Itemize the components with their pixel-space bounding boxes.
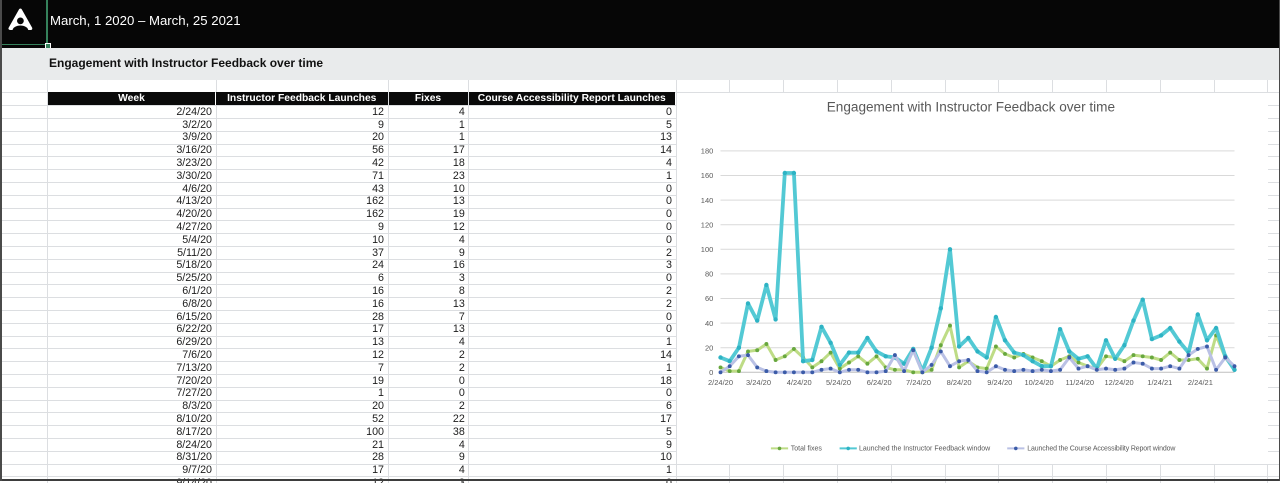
svg-text:20: 20 xyxy=(704,343,712,352)
svg-text:180: 180 xyxy=(700,147,713,156)
svg-text:Engagement with Instructor Fee: Engagement with Instructor Feedback over… xyxy=(826,99,1114,114)
svg-text:140: 140 xyxy=(700,196,713,205)
svg-text:160: 160 xyxy=(700,171,713,180)
svg-text:4/24/20: 4/24/20 xyxy=(786,378,811,387)
svg-text:2/24/20: 2/24/20 xyxy=(708,378,733,387)
svg-text:Launched the Instructor Feedba: Launched the Instructor Feedback window xyxy=(859,446,991,453)
svg-text:3/24/20: 3/24/20 xyxy=(746,378,771,387)
svg-text:100: 100 xyxy=(700,245,713,254)
svg-text:80: 80 xyxy=(704,270,712,279)
svg-text:Launched the Course Accessibil: Launched the Course Accessibility Report… xyxy=(1027,446,1176,453)
svg-text:12/24/20: 12/24/20 xyxy=(1104,378,1133,387)
svg-text:9/24/20: 9/24/20 xyxy=(987,378,1012,387)
svg-text:8/24/20: 8/24/20 xyxy=(946,378,971,387)
svg-text:11/24/20: 11/24/20 xyxy=(1065,378,1094,387)
svg-text:2/24/21: 2/24/21 xyxy=(1187,378,1212,387)
svg-text:1/24/21: 1/24/21 xyxy=(1147,378,1172,387)
svg-text:7/24/20: 7/24/20 xyxy=(906,378,931,387)
svg-text:60: 60 xyxy=(704,294,712,303)
svg-text:5/24/20: 5/24/20 xyxy=(826,378,851,387)
svg-text:10/24/20: 10/24/20 xyxy=(1024,378,1053,387)
svg-text:40: 40 xyxy=(704,319,712,328)
svg-text:120: 120 xyxy=(700,220,713,229)
svg-text:0: 0 xyxy=(709,368,713,377)
svg-text:6/24/20: 6/24/20 xyxy=(866,378,891,387)
svg-text:Total fixes: Total fixes xyxy=(790,446,822,453)
